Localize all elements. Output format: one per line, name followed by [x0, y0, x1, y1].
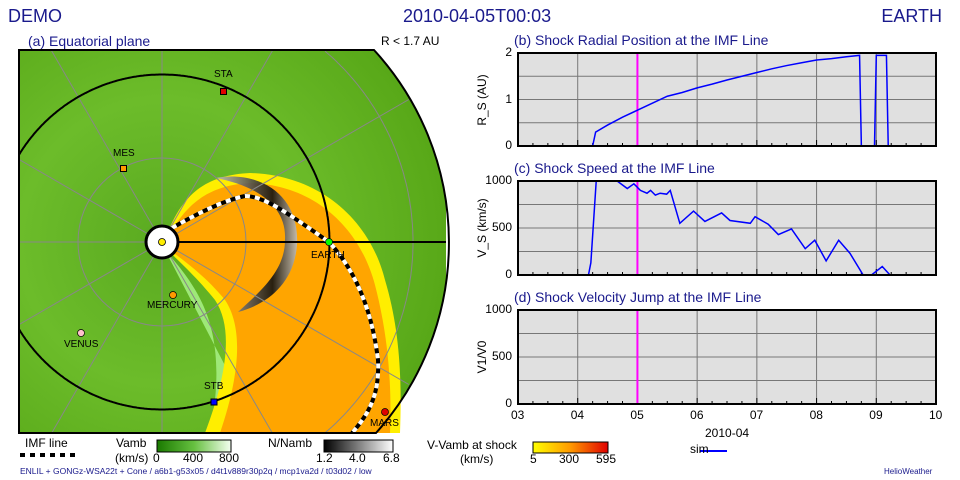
- cme-region: [170, 183, 391, 433]
- label-mars: MARS: [370, 418, 399, 429]
- vshock-tick: 5: [530, 452, 537, 466]
- panel-a-title: (a) Equatorial plane: [28, 33, 151, 49]
- y-tick-label: 500: [491, 220, 512, 234]
- y-axis-label-d: V1/V0: [475, 340, 489, 374]
- label-stb: STB: [204, 381, 224, 392]
- y-axis-label-c: V_S (km/s): [475, 198, 489, 258]
- label-mes: MES: [113, 148, 135, 159]
- plot-frame: [517, 180, 937, 276]
- header-left: DEMO: [8, 6, 62, 26]
- brand: HelioWeather: [884, 467, 933, 476]
- plot-frame: [517, 52, 937, 147]
- vamb-colorbar: [156, 439, 232, 453]
- namb-tick: 1.2: [316, 451, 333, 465]
- vshock-unit: (km/s): [460, 452, 494, 466]
- x-tick-label: 03: [511, 408, 525, 422]
- vamb-tick: 400: [183, 451, 204, 465]
- sim-legend-label: sim: [690, 442, 709, 456]
- imf-line-dashes: [171, 193, 381, 433]
- x-tick-label: 09: [869, 408, 883, 422]
- earth-marker: [325, 238, 333, 246]
- density-arc: [215, 176, 298, 312]
- grid-radial-line: [161, 241, 410, 385]
- grid-circle: [324, 50, 414, 433]
- y-tick-label: 500: [491, 349, 512, 363]
- chart-title: (c) Shock Speed at the IMF Line: [514, 160, 715, 176]
- outer-boundary: [18, 49, 450, 434]
- x-tick-label: 07: [749, 408, 764, 422]
- header-time: 2010-04-05T00:03: [403, 6, 552, 26]
- y-tick-label: 2: [505, 45, 512, 59]
- y-tick-label: 1000: [485, 173, 512, 187]
- vamb-tick: 800: [219, 451, 240, 465]
- x-tick-label: 10: [929, 408, 943, 422]
- run-info: ENLIL + GONGz-WSA22t + Cone / a6b1-g53x0…: [20, 466, 372, 476]
- label-venus: VENUS: [64, 339, 99, 350]
- vshock-tick: 595: [596, 452, 617, 466]
- stb-marker: [210, 398, 218, 406]
- mars-marker: [381, 408, 389, 416]
- header-right: EARTH: [881, 6, 942, 26]
- chart-title: (d) Shock Velocity Jump at the IMF Line: [514, 289, 762, 305]
- label-mercury: MERCURY: [147, 300, 198, 311]
- grid-radial-line: [50, 50, 163, 243]
- grid-radial-line: [161, 50, 274, 243]
- panel-a-range: R < 1.7 AU: [381, 34, 440, 48]
- sta-marker: [220, 88, 227, 95]
- namb-tick: 4.0: [349, 451, 366, 465]
- mercury-marker: [169, 291, 177, 299]
- vamb-label: Vamb: [116, 436, 147, 450]
- vamb-tick: 0: [153, 451, 160, 465]
- y-tick-label: 0: [505, 396, 512, 410]
- y-tick-label: 1000: [485, 302, 512, 316]
- vamb-unit: (km/s): [115, 451, 149, 465]
- namb-colorbar: [323, 439, 394, 453]
- grid-radial-line: [19, 241, 163, 325]
- sun-icon: [158, 238, 166, 246]
- x-tick-label: 06: [690, 408, 704, 422]
- grid-radial-line: [161, 241, 273, 433]
- y-tick-label: 1: [505, 91, 512, 106]
- grid-radial-line: [19, 159, 163, 243]
- y-tick-label: 0: [505, 138, 512, 152]
- grid-radial-line: [51, 241, 163, 433]
- chart-title: (b) Shock Radial Position at the IMF Lin…: [514, 32, 769, 48]
- y-tick-label: 0: [505, 267, 512, 281]
- namb-tick: 6.8: [383, 451, 400, 465]
- earth-orbit: [19, 73, 331, 411]
- label-earth: EARTH: [311, 250, 345, 261]
- grid-radial-line: [161, 99, 410, 243]
- y-axis-label-b: R_S (AU): [475, 74, 489, 126]
- plot-frame: [517, 309, 937, 405]
- x-tick-label: 05: [630, 408, 644, 422]
- vshock-colorbar: [532, 441, 609, 454]
- series-line-sim: [518, 180, 936, 276]
- label-sta: STA: [214, 69, 233, 80]
- vshock-tick: 300: [559, 452, 580, 466]
- x-tick-label: 08: [809, 408, 823, 422]
- vshock-label: V-Vamb at shock: [427, 438, 517, 452]
- x-tick-label: 04: [570, 408, 585, 422]
- x-axis-label: 2010-04: [705, 426, 750, 440]
- mes-marker: [120, 165, 127, 172]
- namb-label: N/Namb: [268, 436, 313, 450]
- imf-line-label: IMF line: [25, 436, 68, 450]
- venus-marker: [77, 329, 85, 337]
